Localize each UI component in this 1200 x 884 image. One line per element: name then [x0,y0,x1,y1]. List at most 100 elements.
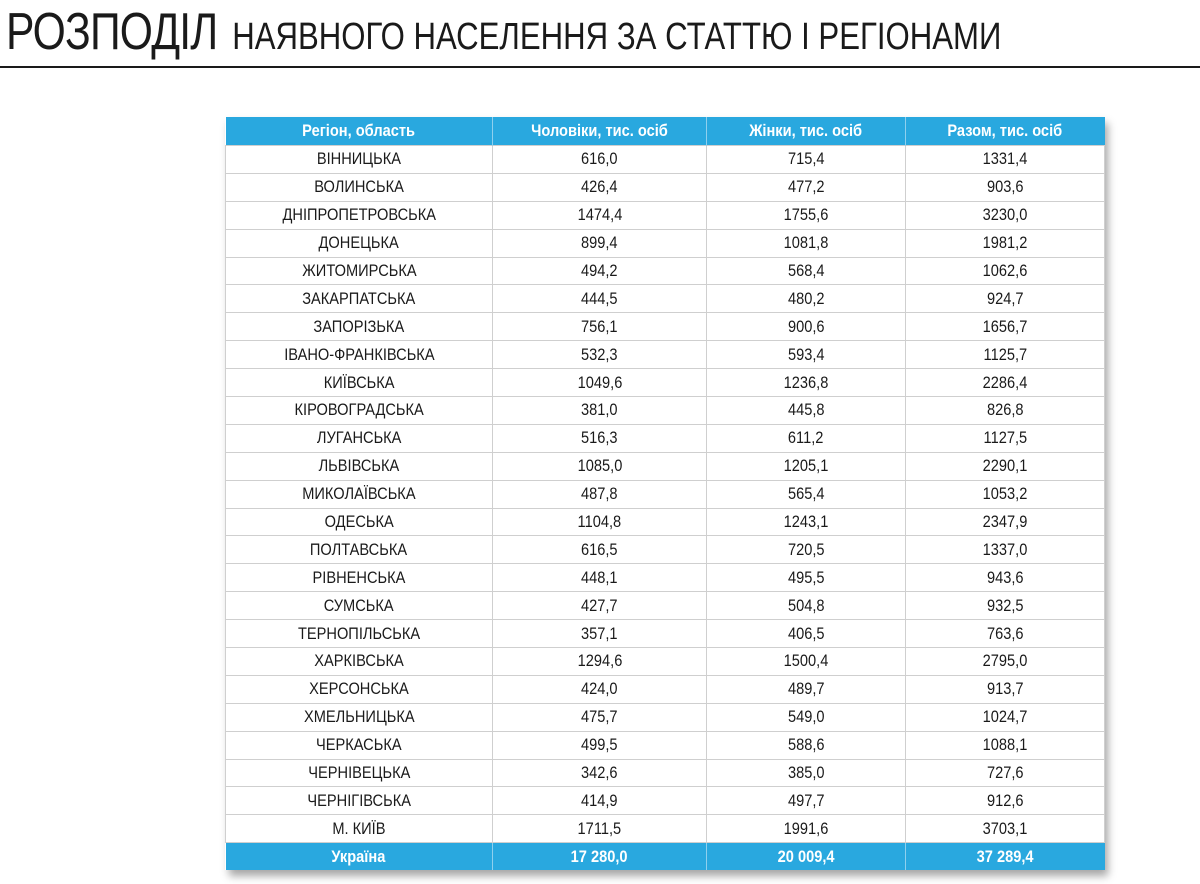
table-row: ЧЕРНІГІВСЬКА 414,9 497,7 912,6 [225,786,1105,816]
cell-women: 504,8 [706,591,906,621]
cell-women: 1500,4 [706,647,906,676]
cell-total: 912,6 [905,786,1105,816]
cell-men: 616,0 [492,145,707,174]
cell-women: 495,5 [706,563,906,593]
cell-women: 1243,1 [706,507,906,537]
cell-men: 444,5 [492,284,707,314]
table-body: ВІННИЦЬКА 616,0 715,4 1331,4 ВОЛИНСЬКА 426,4 4… [225,145,1105,844]
header-region: Регіон, область [225,117,493,146]
cell-total: 727,6 [905,758,1105,788]
cell-total: 1127,5 [905,423,1105,453]
cell-men: 532,3 [492,340,707,370]
cell-region: ВІННИЦЬКА [225,145,493,174]
cell-men: 1104,8 [492,507,707,537]
table-row: ХАРКІВСЬКА 1294,6 1500,4 2795,0 [225,647,1105,676]
cell-region: ЧЕРНІВЕЦЬКА [225,758,493,788]
cell-region: ІВАНО-ФРАНКІВСЬКА [225,340,493,370]
cell-women: 1991,6 [706,814,906,844]
table-row: ЗАКАРПАТСЬКА 444,5 480,2 924,7 [225,284,1105,314]
cell-total: 1125,7 [905,340,1105,370]
cell-total: 1331,4 [905,145,1105,174]
cell-total: 1062,6 [905,256,1105,286]
table-row: ДНІПРОПЕТРОВСЬКА 1474,4 1755,6 3230,0 [225,200,1105,230]
cell-total: 1981,2 [905,228,1105,258]
total-women: 20 009,4 [706,842,906,871]
population-table: Регіон, область Чоловіки, тис. осіб Жінк… [225,117,1105,871]
total-men: 17 280,0 [492,842,707,871]
cell-total: 763,6 [905,619,1105,649]
table-row: ЛУГАНСЬКА 516,3 611,2 1127,5 [225,423,1105,453]
cell-region: РІВНЕНСЬКА [225,563,493,593]
cell-region: ДНІПРОПЕТРОВСЬКА [225,200,493,230]
cell-men: 1294,6 [492,647,707,676]
cell-total: 1088,1 [905,730,1105,760]
cell-region: ЧЕРНІГІВСЬКА [225,786,493,816]
cell-region: ХМЕЛЬНИЦЬКА [225,702,493,732]
cell-women: 565,4 [706,479,906,509]
cell-women: 489,7 [706,674,906,704]
cell-region: ХЕРСОНСЬКА [225,674,493,704]
cell-men: 1085,0 [492,451,707,481]
table-row: МИКОЛАЇВСЬКА 487,8 565,4 1053,2 [225,479,1105,509]
cell-men: 1049,6 [492,368,707,398]
cell-men: 516,3 [492,423,707,453]
cell-men: 427,7 [492,591,707,621]
cell-total: 924,7 [905,284,1105,314]
cell-men: 475,7 [492,702,707,732]
cell-total: 903,6 [905,172,1105,202]
table-row: ДОНЕЦЬКА 899,4 1081,8 1981,2 [225,228,1105,258]
total-row: Україна 17 280,0 20 009,4 37 289,4 [225,842,1105,871]
cell-region: ЖИТОМИРСЬКА [225,256,493,286]
table-header: Регіон, область Чоловіки, тис. осіб Жінк… [225,117,1105,146]
cell-total: 3230,0 [905,200,1105,230]
cell-women: 720,5 [706,535,906,565]
page-header: РОЗПОДІЛ НАЯВНОГО НАСЕЛЕННЯ ЗА СТАТТЮ І Р… [0,0,1200,68]
table-row: ЗАПОРІЗЬКА 756,1 900,6 1656,7 [225,312,1105,342]
cell-women: 480,2 [706,284,906,314]
page-title: РОЗПОДІЛ НАЯВНОГО НАСЕЛЕННЯ ЗА СТАТТЮ І Р… [6,2,1001,67]
cell-region: ВОЛИНСЬКА [225,172,493,202]
cell-women: 1755,6 [706,200,906,230]
table-row: ЖИТОМИРСЬКА 494,2 568,4 1062,6 [225,256,1105,286]
cell-women: 406,5 [706,619,906,649]
table-row: ЧЕРНІВЕЦЬКА 342,6 385,0 727,6 [225,758,1105,788]
table-row: ІВАНО-ФРАНКІВСЬКА 532,3 593,4 1125,7 [225,340,1105,370]
cell-total: 913,7 [905,674,1105,704]
cell-women: 900,6 [706,312,906,342]
cell-total: 1337,0 [905,535,1105,565]
cell-region: ЛЬВІВСЬКА [225,451,493,481]
cell-men: 616,5 [492,535,707,565]
cell-region: ОДЕСЬКА [225,507,493,537]
cell-total: 2286,4 [905,368,1105,398]
cell-region: СУМСЬКА [225,591,493,621]
cell-region: ПОЛТАВСЬКА [225,535,493,565]
cell-men: 357,1 [492,619,707,649]
cell-women: 385,0 [706,758,906,788]
cell-region: М. КИЇВ [225,814,493,844]
cell-women: 568,4 [706,256,906,286]
cell-total: 1024,7 [905,702,1105,732]
cell-total: 1656,7 [905,312,1105,342]
cell-women: 611,2 [706,423,906,453]
cell-men: 756,1 [492,312,707,342]
table-row: ПОЛТАВСЬКА 616,5 720,5 1337,0 [225,535,1105,565]
cell-men: 424,0 [492,674,707,704]
cell-men: 1711,5 [492,814,707,844]
cell-region: КИЇВСЬКА [225,368,493,398]
table-row: КИЇВСЬКА 1049,6 1236,8 2286,4 [225,368,1105,398]
cell-total: 932,5 [905,591,1105,621]
cell-women: 497,7 [706,786,906,816]
population-table-container: Регіон, область Чоловіки, тис. осіб Жінк… [225,117,1105,871]
cell-women: 1236,8 [706,368,906,398]
cell-region: ЛУГАНСЬКА [225,423,493,453]
cell-region: ТЕРНОПІЛЬСЬКА [225,619,493,649]
header-women: Жінки, тис. осіб [706,117,906,146]
cell-total: 2290,1 [905,451,1105,481]
cell-total: 826,8 [905,396,1105,425]
table-row: ЧЕРКАСЬКА 499,5 588,6 1088,1 [225,730,1105,760]
table-row: СУМСЬКА 427,7 504,8 932,5 [225,591,1105,621]
cell-men: 448,1 [492,563,707,593]
cell-region: ЗАКАРПАТСЬКА [225,284,493,314]
header-row: Регіон, область Чоловіки, тис. осіб Жінк… [225,117,1105,146]
cell-women: 593,4 [706,340,906,370]
